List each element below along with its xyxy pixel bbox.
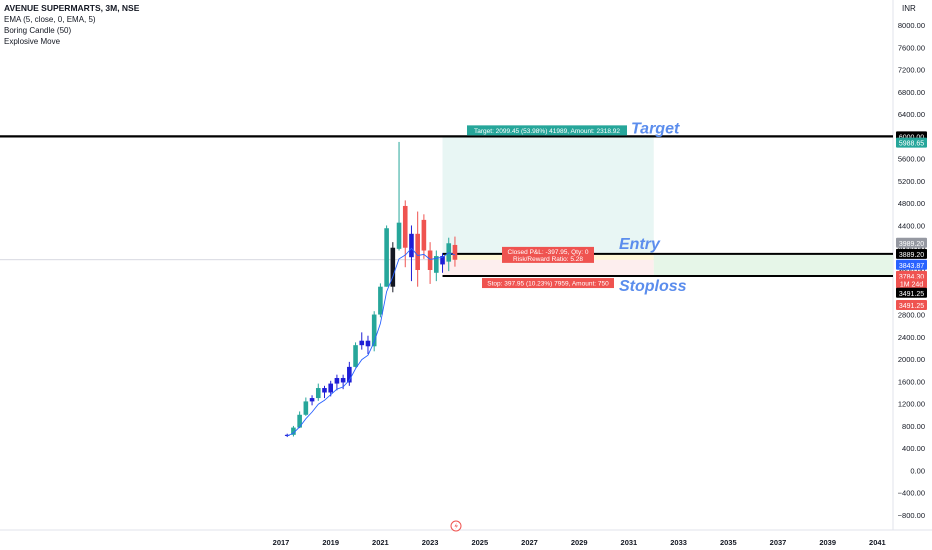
- candle-body: [371, 314, 377, 347]
- y-tick-label: −400.00: [898, 489, 925, 498]
- price-label-box: [896, 278, 927, 289]
- y-tick-label: 1600.00: [898, 377, 925, 386]
- candle-body: [434, 256, 439, 273]
- price-label-box: [896, 300, 927, 311]
- symbol-title[interactable]: AVENUE SUPERMARTS, 3M, NSE: [4, 3, 140, 13]
- target-annotation: Target: [631, 120, 680, 137]
- candle-body: [284, 434, 290, 436]
- candle-body: [315, 388, 321, 399]
- lightning-icon: [454, 522, 458, 530]
- candle-body: [340, 378, 346, 383]
- y-tick-label: 4000.00: [898, 244, 925, 253]
- entry-annotation: Entry: [619, 236, 661, 253]
- extended-zone: [653, 253, 893, 277]
- x-tick-label: 2027: [521, 538, 538, 547]
- candle-body: [303, 401, 309, 415]
- x-tick-label: 2021: [372, 538, 389, 547]
- candle-body: [322, 388, 327, 393]
- y-tick-label: 4400.00: [898, 221, 925, 230]
- y-tick-label: 3600.00: [898, 266, 925, 275]
- currency-label: INR: [902, 4, 916, 13]
- price-label-box: [896, 237, 927, 248]
- y-tick-label: 7600.00: [898, 43, 925, 52]
- price-label-text: 3491.25: [899, 303, 924, 310]
- y-tick-label: 2400.00: [898, 333, 925, 342]
- x-tick-label: 2031: [621, 538, 638, 547]
- indicator-ema[interactable]: EMA (5, close, 0, EMA, 5): [4, 15, 96, 24]
- y-tick-label: 0.00: [910, 466, 925, 475]
- x-tick-label: 2017: [273, 538, 290, 547]
- price-label-text: 3491.25: [899, 291, 924, 298]
- candle-body: [359, 340, 365, 346]
- chart-legend: AVENUE SUPERMARTS, 3M, NSE EMA (5, close…: [4, 3, 139, 47]
- y-tick-label: 5600.00: [898, 155, 925, 164]
- y-tick-label: 7200.00: [898, 66, 925, 75]
- x-tick-label: 2019: [322, 538, 339, 547]
- price-label-text: 3784.30: [899, 274, 924, 281]
- y-tick-label: 6800.00: [898, 88, 925, 97]
- candle-body: [378, 286, 383, 315]
- x-tick-label: 2037: [770, 538, 787, 547]
- price-label-text: 3989.20: [899, 241, 924, 248]
- price-label-box: [896, 259, 927, 270]
- price-label-text: 3843.87: [899, 263, 924, 270]
- y-tick-label: 6400.00: [898, 110, 925, 119]
- x-tick-label: 2029: [571, 538, 588, 547]
- y-tick-label: 2800.00: [898, 311, 925, 320]
- candle-body: [402, 205, 408, 248]
- stop-info-text: Stop: 397.95 (10.23%) 7959, Amount: 750: [487, 281, 609, 288]
- candle-body: [452, 244, 458, 260]
- indicator-boring-candle[interactable]: Boring Candle (50): [4, 26, 72, 35]
- y-tick-label: 4800.00: [898, 199, 925, 208]
- candle-body: [347, 366, 352, 383]
- candle-body: [328, 383, 333, 393]
- candle-body: [390, 247, 396, 287]
- x-tick-label: 2041: [869, 538, 886, 547]
- candle-body: [297, 414, 302, 428]
- price-label-text: 3889.20: [899, 252, 924, 259]
- target-zone: [442, 136, 654, 254]
- price-label-box: [896, 248, 927, 259]
- candle-body: [415, 233, 420, 270]
- candle-body: [396, 222, 402, 249]
- candle-body: [353, 345, 358, 367]
- candle-body: [409, 233, 414, 258]
- x-tick-label: 2039: [819, 538, 836, 547]
- stoploss-annotation: Stoploss: [619, 278, 687, 295]
- y-tick-label: 8000.00: [898, 21, 925, 30]
- ema-line: [287, 247, 456, 437]
- price-label-box: [896, 287, 927, 298]
- target-info-box: [467, 125, 627, 136]
- x-tick-label: 2025: [471, 538, 488, 547]
- target-info-text: Target: 2099.45 (53.98%) 41989, Amount: …: [474, 128, 620, 135]
- candle-body: [309, 398, 315, 402]
- candle-body: [421, 219, 427, 251]
- candle-body: [365, 340, 371, 347]
- y-tick-label: 1200.00: [898, 400, 925, 409]
- stop-info-box: [482, 278, 614, 289]
- candle-body: [334, 378, 340, 384]
- y-tick-label: 800.00: [902, 422, 925, 431]
- x-tick-label: 2023: [422, 538, 439, 547]
- candle-body: [427, 250, 433, 270]
- y-tick-label: 5200.00: [898, 177, 925, 186]
- x-tick-label: 2033: [670, 538, 687, 547]
- indicator-explosive-move[interactable]: Explosive Move: [4, 37, 61, 46]
- y-tick-label: −800.00: [898, 511, 925, 520]
- price-label-text: 5988.65: [899, 141, 924, 148]
- pnl-info-box: [502, 246, 594, 263]
- y-tick-label: 2000.00: [898, 355, 925, 364]
- price-label-box: [896, 137, 927, 148]
- x-tick-label: 2035: [720, 538, 737, 547]
- candle-body: [384, 228, 389, 287]
- pnl-line-2: Risk/Reward Ratio: 5.28: [513, 256, 583, 263]
- candle-body: [291, 427, 296, 435]
- price-label-text: 1M 24d: [900, 281, 923, 288]
- y-tick-label: 400.00: [902, 444, 925, 453]
- pnl-line-1: Closed P&L: -397.95, Qty: 0: [508, 249, 589, 256]
- candle-body: [440, 256, 445, 265]
